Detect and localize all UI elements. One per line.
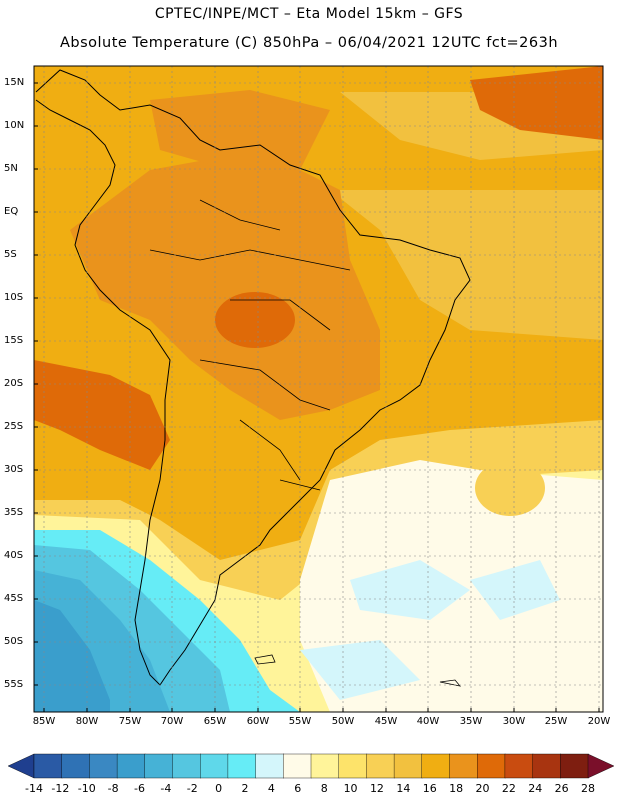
colorbar-swatch (116, 753, 146, 779)
colorbar-label: 24 (528, 782, 543, 795)
colorbar-swatch (532, 753, 561, 779)
colorbar-swatch (310, 753, 340, 779)
colorbar-label: 16 (422, 782, 437, 795)
colorbar-label: 18 (449, 782, 464, 795)
falklands (254, 654, 276, 665)
colorbar-label: 14 (396, 782, 411, 795)
colorbar-label: 2 (241, 782, 249, 795)
field-blob-se (475, 460, 545, 516)
colorbar-label: -14 (25, 782, 43, 795)
colorbar-swatch (199, 753, 229, 779)
colorbar-swatch (560, 753, 589, 779)
lon-label: 50W (331, 716, 355, 727)
colorbar-swatch (227, 753, 257, 779)
lon-label: 25W (544, 716, 568, 727)
colorbar-swatch (421, 753, 451, 779)
colorbar-swatch (366, 753, 395, 779)
colorbar-swatch (61, 753, 91, 779)
field-hotspot-west (34, 360, 170, 470)
lat-label: 10S (4, 292, 24, 303)
lon-label: 20W (587, 716, 611, 727)
chart-title: CPTEC/INPE/MCT – Eta Model 15km – GFS (154, 6, 464, 22)
colorbar-swatch (449, 753, 478, 779)
colorbar-swatch (587, 753, 615, 779)
lon-label: 70W (160, 716, 184, 727)
colorbar-label: -4 (160, 782, 172, 795)
colorbar-label: 20 (475, 782, 490, 795)
field-continent-warm (70, 150, 380, 420)
colorbar-label: 22 (501, 782, 516, 795)
colorbar-label: 4 (267, 782, 275, 795)
lon-label: 80W (75, 716, 99, 727)
colorbar-label: 26 (554, 782, 569, 795)
lon-label: 45W (374, 716, 398, 727)
south-georgia (439, 679, 462, 687)
colorbar-label: 28 (581, 782, 595, 795)
axis-ticks (34, 82, 600, 712)
chart-subtitle: Absolute Temperature (C) 850hPa – 06/04/… (59, 35, 559, 51)
colorbar-swatch (504, 753, 534, 779)
field-cold3 (34, 600, 110, 712)
lat-label: 35S (4, 507, 24, 518)
lat-label: 30S (4, 464, 24, 475)
coastline (35, 69, 471, 686)
colorbar-label: 8 (320, 782, 328, 795)
lon-label: 55W (288, 716, 312, 727)
field-patch3 (470, 560, 560, 620)
colorbar-swatch (477, 753, 506, 779)
field-ne-ocean (330, 190, 603, 340)
lon-label: 65W (203, 716, 227, 727)
colorbar-swatch (89, 753, 118, 779)
lat-label: 15S (4, 335, 24, 346)
colorbar-label: -12 (51, 782, 70, 795)
field-patch1 (350, 560, 470, 620)
lat-label: 55S (4, 679, 24, 690)
lat-label: 40S (4, 550, 24, 561)
colorbar-swatch (393, 753, 423, 779)
field-hotspot-central (215, 292, 295, 348)
lat-label: 15N (4, 77, 25, 88)
lat-label: 5S (4, 249, 17, 260)
lon-label: 60W (246, 716, 270, 727)
lat-label: 45S (4, 593, 24, 604)
country-borders (149, 199, 351, 491)
colorbar-swatch (144, 753, 174, 779)
lat-label: EQ (4, 206, 19, 217)
colorbar-label: -8 (107, 782, 119, 795)
lon-label: 30W (502, 716, 526, 727)
colorbar-swatch (255, 753, 285, 779)
colorbar-label: -6 (134, 782, 145, 795)
lon-label: 85W (32, 716, 56, 727)
colorbar-label: 12 (369, 782, 384, 795)
colorbar-swatch (7, 753, 35, 779)
field-north-warm (150, 90, 330, 170)
colorbar-swatch (283, 753, 312, 779)
lat-label: 10N (4, 120, 25, 131)
colorbar-label: 0 (215, 782, 223, 795)
colorbar-swatch (172, 753, 201, 779)
lat-label: 50S (4, 636, 24, 647)
lon-label: 35W (459, 716, 483, 727)
colorbar-swatch (33, 753, 63, 779)
colorbar-label: 10 (343, 782, 358, 795)
colorbar-label: 6 (294, 782, 302, 795)
colorbar-swatch (338, 753, 368, 779)
lat-label: 25S (4, 421, 24, 432)
lat-label: 20S (4, 378, 24, 389)
colorbar (7, 753, 615, 779)
lon-label: 40W (416, 716, 440, 727)
map-frame (33, 65, 604, 713)
lon-label: 75W (118, 716, 142, 727)
colorbar-label: -10 (77, 782, 96, 795)
field-hotspot-ne (470, 66, 603, 140)
colorbar-label: -2 (186, 782, 198, 795)
lat-label: 5N (4, 163, 18, 174)
